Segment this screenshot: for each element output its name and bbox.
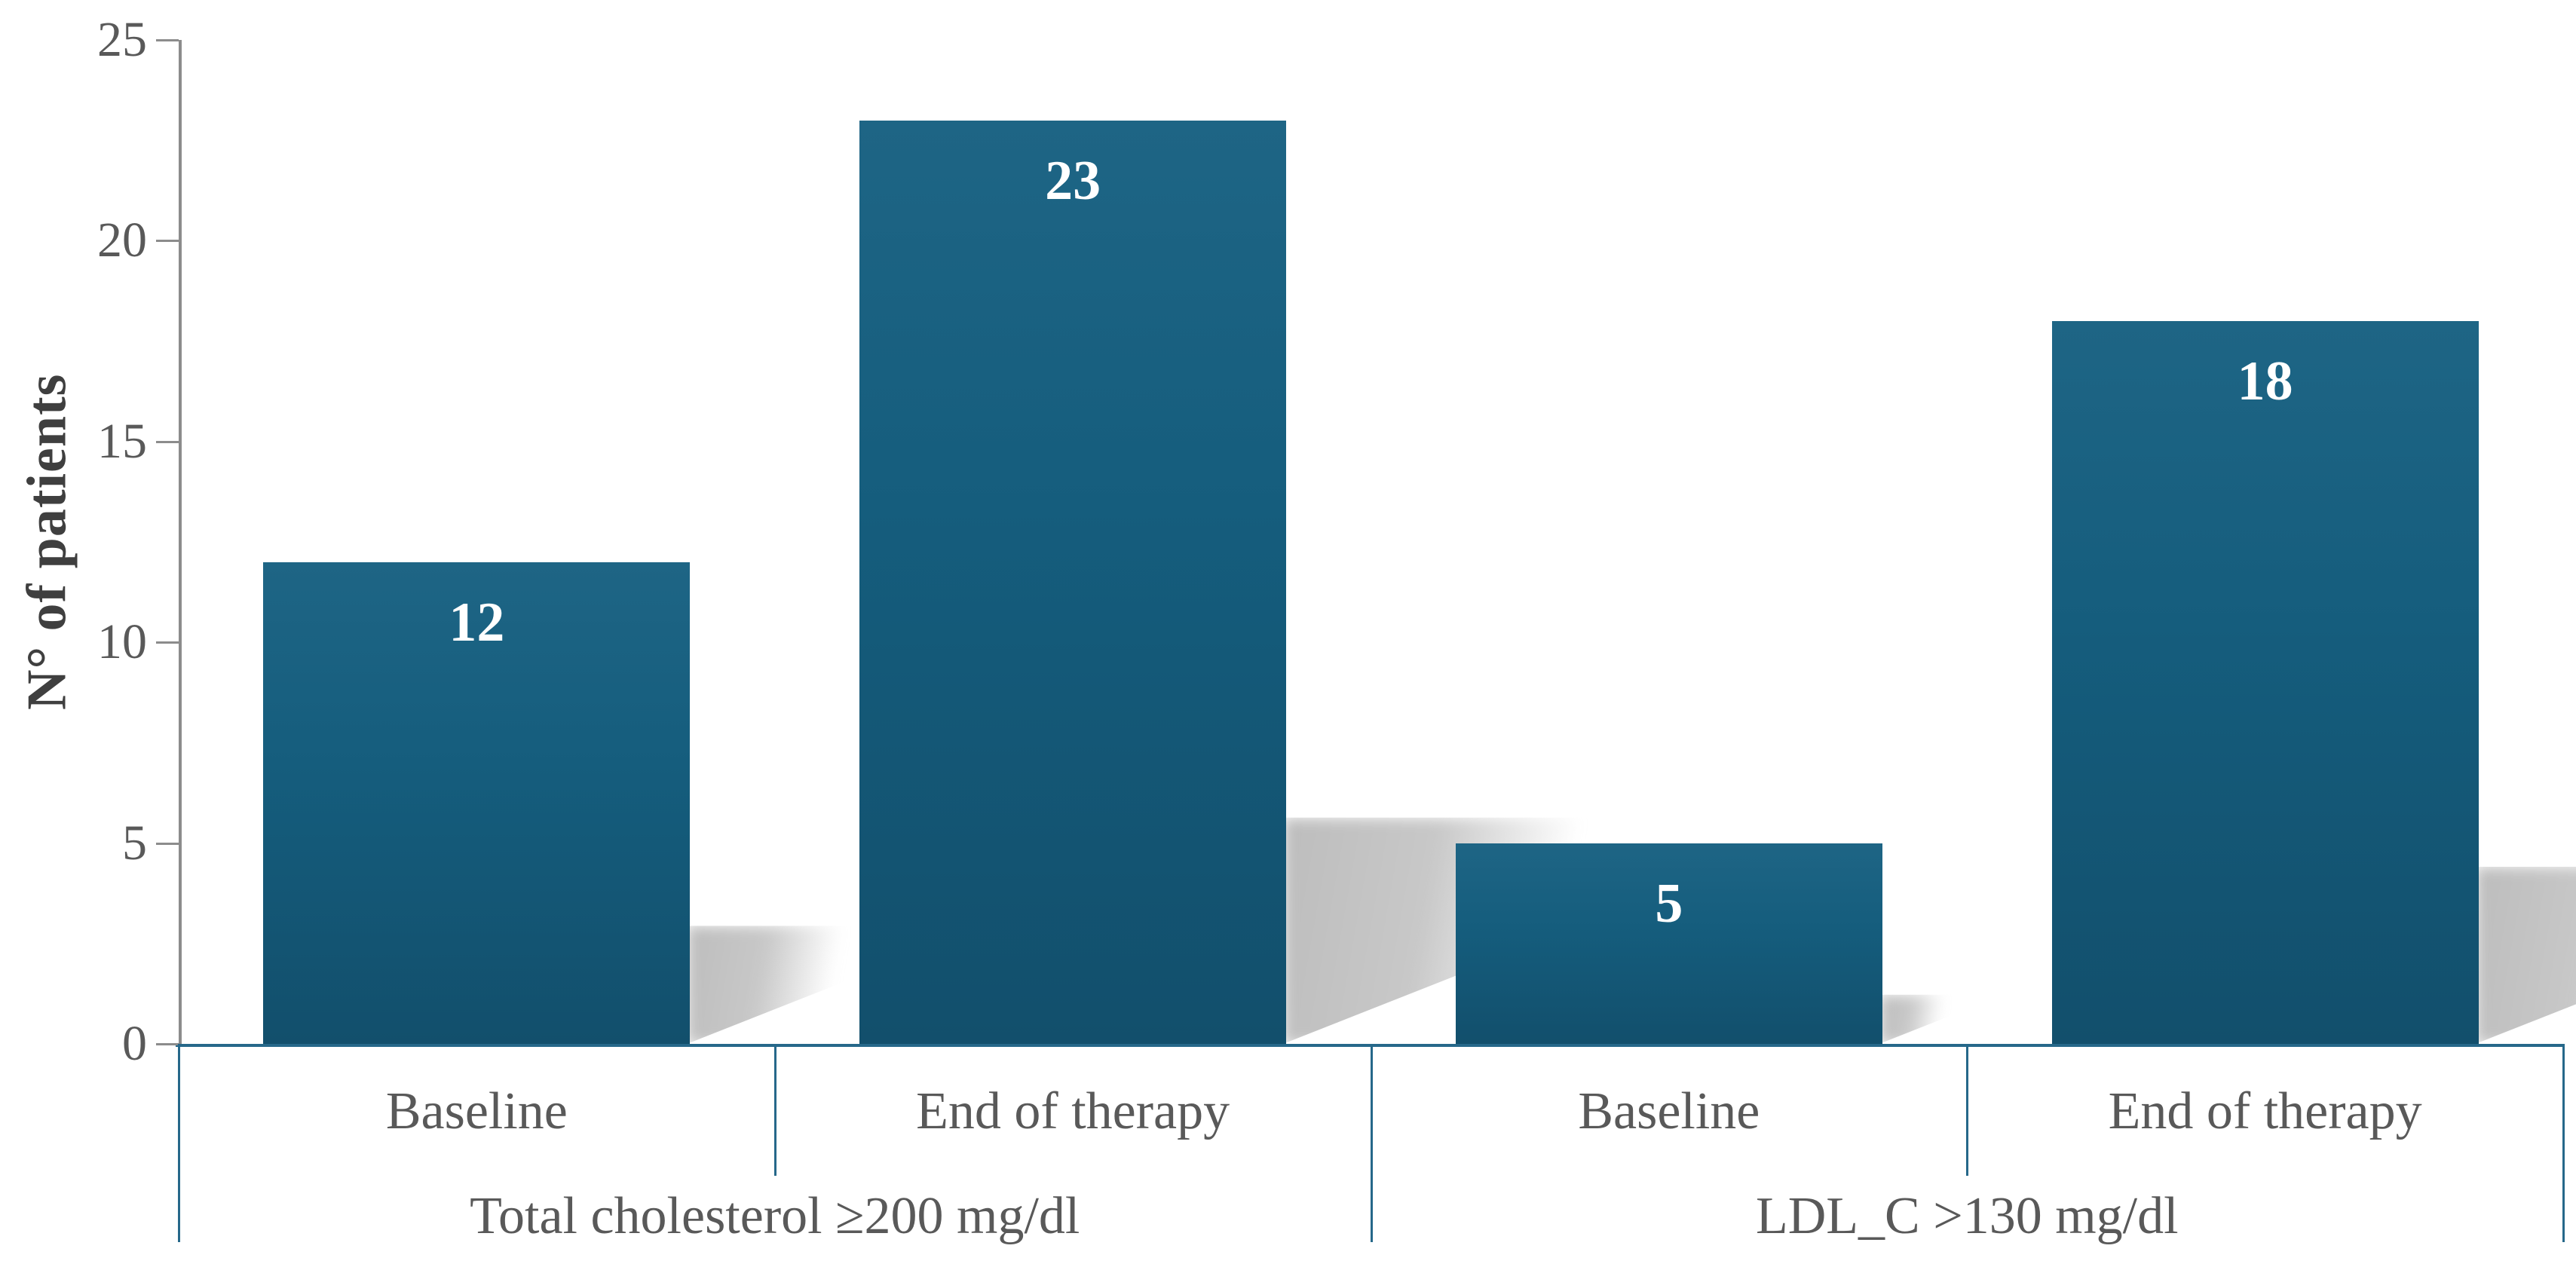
group-divider bbox=[178, 1044, 180, 1242]
y-tick-label: 10 bbox=[97, 614, 147, 670]
y-tick-label: 25 bbox=[97, 12, 147, 67]
y-tick-mark bbox=[156, 440, 179, 443]
y-tick-mark bbox=[156, 1043, 179, 1045]
y-axis-line bbox=[179, 40, 182, 1044]
y-tick-mark bbox=[156, 842, 179, 845]
group-divider bbox=[2562, 1044, 2565, 1242]
bar-shadow bbox=[1879, 994, 1952, 1044]
bar: 23 bbox=[859, 120, 1287, 1044]
y-tick-label: 20 bbox=[97, 213, 147, 268]
bar: 5 bbox=[1455, 843, 1882, 1044]
group-divider bbox=[1370, 1044, 1373, 1242]
y-tick-label: 5 bbox=[122, 815, 147, 871]
bar: 12 bbox=[263, 562, 691, 1044]
category-label: End of therapy bbox=[2108, 1082, 2422, 1140]
bar-shadow bbox=[687, 926, 861, 1044]
group-label: Total cholesterol ≥200 mg/dl bbox=[470, 1187, 1080, 1245]
bar-value-label: 5 bbox=[1655, 872, 1683, 935]
category-divider bbox=[1966, 1044, 1969, 1176]
y-axis-title: N° of patients bbox=[16, 373, 78, 711]
y-tick-label: 0 bbox=[122, 1016, 147, 1071]
bar: 18 bbox=[2051, 320, 2479, 1044]
category-label: Baseline bbox=[1578, 1082, 1760, 1140]
bar-value-label: 12 bbox=[449, 591, 505, 653]
y-tick-label: 15 bbox=[97, 413, 147, 469]
bar-value-label: 23 bbox=[1045, 149, 1101, 212]
category-label: Baseline bbox=[385, 1082, 568, 1140]
category-divider bbox=[773, 1044, 776, 1176]
bar-shadow bbox=[2475, 867, 2576, 1044]
bar-value-label: 18 bbox=[2237, 350, 2293, 412]
y-tick-mark bbox=[156, 39, 179, 41]
y-tick-mark bbox=[156, 240, 179, 243]
group-label: LDL_C >130 mg/dl bbox=[1755, 1187, 2179, 1245]
y-tick-mark bbox=[156, 641, 179, 644]
category-label: End of therapy bbox=[916, 1082, 1230, 1140]
